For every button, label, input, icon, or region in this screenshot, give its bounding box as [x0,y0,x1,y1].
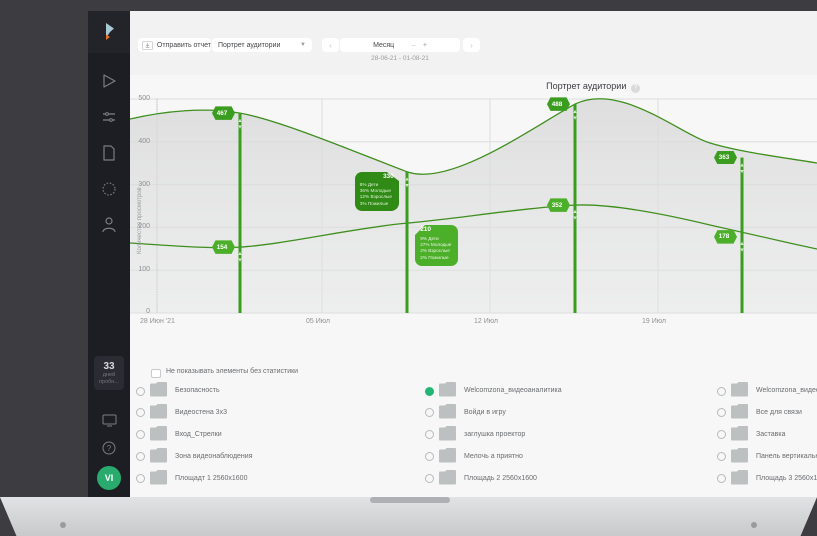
svg-text:?: ? [107,444,112,453]
